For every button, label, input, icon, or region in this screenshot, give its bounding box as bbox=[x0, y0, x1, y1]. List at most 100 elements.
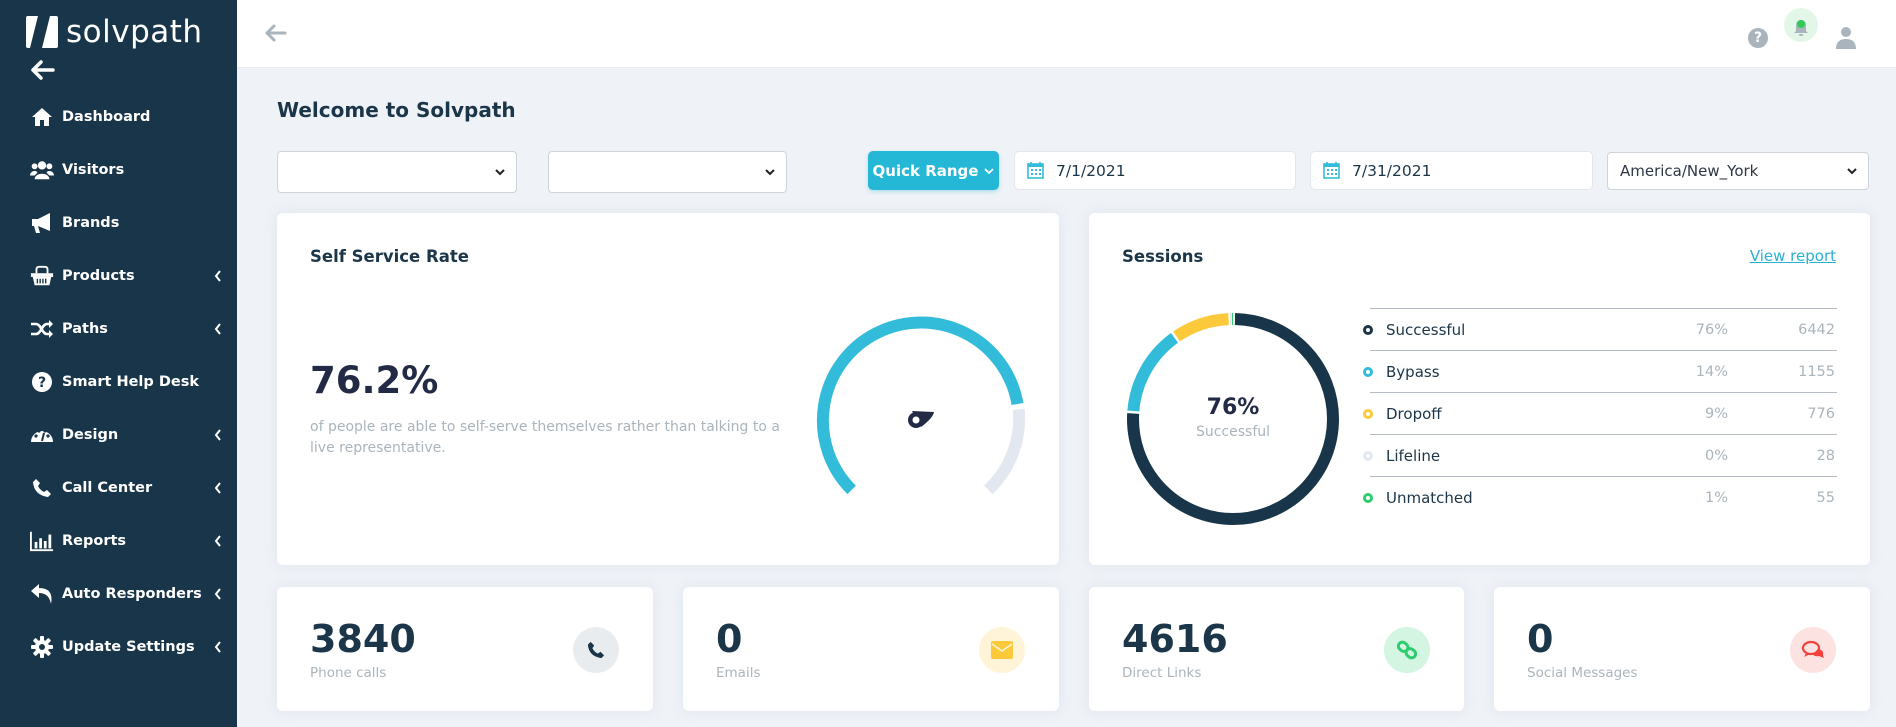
svg-text:?: ? bbox=[38, 375, 46, 391]
user-menu-button[interactable] bbox=[1835, 26, 1857, 50]
stat-card-emails: 0 Emails bbox=[683, 587, 1059, 711]
calendar-icon bbox=[1323, 162, 1340, 179]
phone-icon bbox=[30, 476, 54, 500]
arrow-left-icon bbox=[31, 60, 55, 80]
sidebar-item-label: Design bbox=[62, 426, 119, 443]
chevron-left-icon bbox=[214, 640, 221, 653]
link-icon bbox=[1384, 627, 1430, 673]
sidebar-item-paths[interactable]: Paths bbox=[0, 302, 237, 355]
sidebar-item-smart-help-desk[interactable]: ? Smart Help Desk bbox=[0, 355, 237, 408]
view-report-link[interactable]: View report bbox=[1749, 247, 1836, 265]
sidebar-item-label: Products bbox=[62, 267, 135, 284]
sidebar-item-auto-responders[interactable]: Auto Responders bbox=[0, 567, 237, 620]
timezone-select[interactable]: America/New_York bbox=[1607, 152, 1869, 190]
help-icon[interactable]: ? bbox=[1748, 28, 1768, 48]
envelope-icon bbox=[979, 627, 1025, 673]
legend-row-successful: Successful 76% 6442 bbox=[1363, 308, 1837, 350]
sidebar-item-label: Visitors bbox=[62, 161, 125, 178]
sessions-donut-chart: 76% Successful bbox=[1123, 309, 1343, 529]
self-service-rate-description: of people are able to self-serve themsel… bbox=[310, 419, 780, 456]
solvpath-logo-icon bbox=[26, 16, 58, 48]
notification-status-dot bbox=[1797, 20, 1805, 28]
collapse-sidebar-button[interactable] bbox=[30, 59, 56, 81]
chevron-left-icon bbox=[214, 587, 221, 600]
legend-row-lifeline: Lifeline 0% 28 bbox=[1363, 434, 1837, 476]
back-button[interactable] bbox=[265, 23, 287, 43]
stat-label: Direct Links bbox=[1122, 665, 1202, 681]
stat-card-direct-links: 4616 Direct Links bbox=[1089, 587, 1464, 711]
chevron-left-icon bbox=[214, 534, 221, 547]
arrow-left-icon bbox=[265, 24, 287, 42]
user-icon bbox=[1836, 27, 1856, 49]
stat-value: 0 bbox=[1527, 617, 1554, 661]
stat-card-social-messages: 0 Social Messages bbox=[1494, 587, 1870, 711]
sessions-legend: Successful 76% 6442 Bypass 14% 1155 Drop… bbox=[1363, 308, 1837, 518]
top-header: ? bbox=[237, 0, 1896, 68]
sidebar-item-design[interactable]: Design bbox=[0, 408, 237, 461]
donut-center-label: Successful bbox=[1195, 424, 1271, 440]
filter-select-1[interactable] bbox=[277, 151, 517, 193]
stat-label: Emails bbox=[716, 665, 761, 681]
basket-icon bbox=[30, 264, 54, 288]
sidebar-item-call-center[interactable]: Call Center bbox=[0, 461, 237, 514]
filter-select-2[interactable] bbox=[548, 151, 787, 193]
sidebar-item-reports[interactable]: Reports bbox=[0, 514, 237, 567]
sidebar-item-label: Reports bbox=[62, 532, 127, 549]
card-title: Sessions bbox=[1122, 247, 1204, 266]
stat-label: Social Messages bbox=[1527, 665, 1638, 681]
sidebar-item-label: Brands bbox=[62, 214, 120, 231]
calendar-icon bbox=[1027, 162, 1044, 179]
legend-dot-icon bbox=[1363, 492, 1373, 503]
legend-dot-icon bbox=[1363, 324, 1373, 335]
sidebar-item-products[interactable]: Products bbox=[0, 249, 237, 302]
start-date-input[interactable]: 7/1/2021 bbox=[1014, 151, 1296, 190]
sidebar-item-visitors[interactable]: Visitors bbox=[0, 143, 237, 196]
self-service-rate-value: 76.2% bbox=[310, 359, 439, 402]
gauge-needle-icon bbox=[908, 411, 934, 428]
chevron-down-icon bbox=[984, 167, 995, 174]
chevron-down-icon bbox=[1847, 168, 1857, 175]
chevron-left-icon bbox=[214, 481, 221, 494]
legend-row-bypass: Bypass 14% 1155 bbox=[1363, 350, 1837, 392]
shuffle-icon bbox=[30, 317, 54, 341]
stat-label: Phone calls bbox=[310, 665, 387, 681]
phone-icon bbox=[573, 627, 619, 673]
sidebar-item-label: Update Settings bbox=[62, 638, 195, 655]
stat-value: 4616 bbox=[1122, 617, 1228, 661]
megaphone-icon bbox=[30, 211, 54, 235]
chevron-down-icon bbox=[495, 169, 505, 176]
chevron-left-icon bbox=[214, 269, 221, 282]
palette-icon bbox=[30, 423, 54, 447]
stat-value: 3840 bbox=[310, 617, 416, 661]
chevron-left-icon bbox=[214, 428, 221, 441]
sidebar-item-update-settings[interactable]: Update Settings bbox=[0, 620, 237, 673]
sidebar-item-label: Call Center bbox=[62, 479, 153, 496]
chevron-down-icon bbox=[765, 169, 775, 176]
sidebar-item-label: Paths bbox=[62, 320, 108, 337]
legend-dot-icon bbox=[1363, 408, 1373, 419]
chat-icon bbox=[1790, 627, 1836, 673]
timezone-value: America/New_York bbox=[1620, 162, 1759, 180]
legend-row-unmatched: Unmatched 1% 55 bbox=[1363, 476, 1837, 518]
legend-row-dropoff: Dropoff 9% 776 bbox=[1363, 392, 1837, 434]
sidebar: solvpath Dashboard Visitors Brands Produ… bbox=[0, 0, 237, 727]
legend-dot-icon bbox=[1363, 450, 1373, 461]
notifications-button[interactable] bbox=[1784, 8, 1818, 42]
sidebar-item-brands[interactable]: Brands bbox=[0, 196, 237, 249]
quick-range-button[interactable]: Quick Range bbox=[868, 151, 999, 190]
bar-chart-icon bbox=[30, 529, 54, 553]
sidebar-item-dashboard[interactable]: Dashboard bbox=[0, 90, 237, 143]
sidebar-item-label: Auto Responders bbox=[62, 585, 202, 602]
gear-icon bbox=[30, 635, 54, 659]
users-icon bbox=[30, 158, 54, 182]
home-icon bbox=[30, 105, 54, 129]
page-title: Welcome to Solvpath bbox=[277, 98, 516, 122]
brand-name: solvpath bbox=[66, 14, 203, 50]
legend-dot-icon bbox=[1363, 366, 1373, 377]
end-date-value: 7/31/2021 bbox=[1352, 161, 1432, 180]
quick-range-label: Quick Range bbox=[872, 161, 979, 180]
logo[interactable]: solvpath bbox=[26, 14, 203, 50]
self-service-rate-card: Self Service Rate 76.2% of people are ab… bbox=[277, 213, 1059, 565]
end-date-input[interactable]: 7/31/2021 bbox=[1310, 151, 1593, 190]
card-title: Self Service Rate bbox=[310, 247, 469, 266]
